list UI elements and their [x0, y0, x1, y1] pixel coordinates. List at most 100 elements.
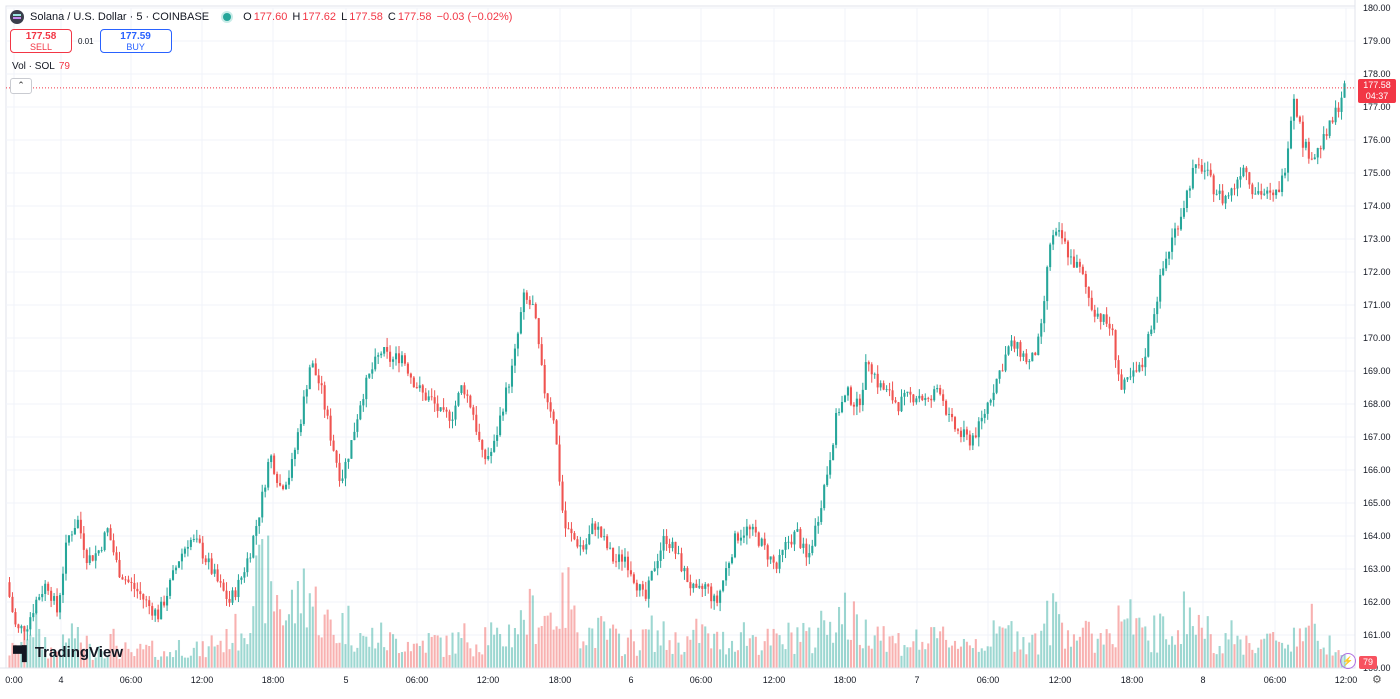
volume-bar: [430, 636, 433, 668]
volume-bar: [1209, 634, 1212, 668]
volume-bar: [1019, 649, 1022, 668]
candle-body: [546, 393, 549, 403]
logo-text: TradingView: [34, 644, 123, 661]
volume-bar: [1182, 591, 1185, 668]
volume-bar: [332, 634, 335, 668]
volume-bar: [261, 539, 264, 668]
volume-bar: [29, 634, 32, 668]
volume-value: 79: [58, 61, 70, 72]
volume-bar: [1058, 614, 1061, 668]
candle-body: [1194, 164, 1197, 168]
candle-body: [513, 348, 516, 366]
candle-body: [392, 359, 395, 362]
candle-body: [748, 526, 751, 530]
volume-bar: [1135, 618, 1138, 668]
volume-bar: [225, 628, 228, 668]
volume-bar: [359, 633, 362, 668]
candle-body: [936, 388, 939, 390]
candle-body: [549, 402, 552, 412]
volume-bar: [864, 619, 867, 668]
volume-bar: [234, 613, 237, 668]
volume-bar: [716, 631, 719, 668]
volume-bar: [50, 647, 53, 668]
candle-body: [252, 535, 255, 558]
volume-bar: [198, 656, 201, 668]
lightning-icon[interactable]: ⚡: [1340, 653, 1356, 669]
candle-body: [1099, 313, 1102, 322]
candle-body: [160, 601, 163, 620]
candle-body: [950, 413, 954, 418]
volume-bar: [1179, 644, 1183, 668]
candle-body: [472, 407, 475, 415]
y-tick-label: 165.00: [1363, 498, 1391, 508]
candle-body: [1310, 158, 1313, 160]
volume-tag: 79: [1359, 656, 1377, 669]
x-tick-label: 12:00: [477, 675, 500, 685]
y-tick-label: 176.00: [1363, 135, 1391, 145]
volume-bar: [109, 633, 112, 668]
candle-body: [365, 377, 368, 400]
candle-body: [475, 414, 478, 432]
candle-body: [953, 417, 957, 430]
candle-body: [1105, 314, 1108, 324]
volume-bar: [838, 606, 841, 668]
candle-body: [1108, 323, 1111, 329]
candle-body: [864, 362, 867, 390]
volume-bar: [1215, 654, 1218, 668]
volume-bar: [1251, 649, 1254, 668]
tradingview-logo[interactable]: ▀▌ TradingView: [13, 644, 123, 661]
x-tick-label: 18:00: [262, 675, 285, 685]
volume-bar: [933, 627, 936, 668]
volume-bar: [249, 633, 252, 668]
volume-bar: [1105, 629, 1108, 668]
volume-bar: [201, 641, 204, 668]
volume-bar: [496, 627, 499, 668]
low-key: L: [341, 11, 348, 23]
volume-bar: [79, 642, 82, 668]
candle-body: [1185, 190, 1188, 208]
candle-body: [177, 561, 181, 568]
volume-bar: [760, 650, 763, 668]
volume-legend[interactable]: Vol · SOL 79: [12, 61, 70, 72]
volume-bar: [177, 640, 181, 668]
candle-body: [576, 539, 579, 547]
candle-body: [998, 370, 1001, 379]
candle-body: [965, 429, 968, 435]
candle-body: [1227, 195, 1230, 197]
volume-bar: [659, 645, 662, 668]
volume-bar: [70, 623, 73, 668]
bar-countdown: 04:37: [1365, 91, 1389, 101]
candle-body: [1176, 228, 1180, 230]
candle-body: [41, 594, 44, 598]
volume-bar: [1090, 633, 1093, 668]
candle-body: [439, 407, 442, 412]
candle-body: [989, 399, 992, 403]
volume-bar: [507, 624, 511, 668]
volume-bar: [713, 633, 716, 668]
volume-bar: [689, 639, 692, 668]
volume-bar: [1096, 638, 1099, 668]
buy-button[interactable]: 177.59 BUY: [99, 29, 172, 53]
candle-body: [142, 594, 145, 600]
y-tick-label: 172.00: [1363, 267, 1391, 277]
volume-bar: [635, 655, 638, 668]
candle-body: [1046, 267, 1049, 302]
volume-bar: [1212, 653, 1215, 668]
change-value: −0.03 (−0.02%): [436, 11, 513, 23]
volume-bar: [1230, 620, 1233, 668]
volume-bar: [956, 648, 960, 668]
candle-body: [959, 430, 962, 438]
sell-button[interactable]: 177.58 SELL: [10, 29, 72, 53]
volume-bar: [1129, 599, 1132, 668]
symbol-title[interactable]: Solana / U.S. Dollar · 5 · COINBASE: [30, 11, 210, 23]
candle-body: [1325, 134, 1328, 136]
candle-body: [136, 588, 139, 592]
candle-body: [228, 598, 231, 603]
candle-body: [332, 440, 335, 451]
candle-body: [1221, 190, 1224, 204]
gear-icon[interactable]: ⚙: [1372, 674, 1382, 686]
candle-body: [97, 550, 100, 554]
collapse-legend-button[interactable]: ⌃: [10, 78, 32, 94]
volume-bar: [445, 635, 448, 668]
